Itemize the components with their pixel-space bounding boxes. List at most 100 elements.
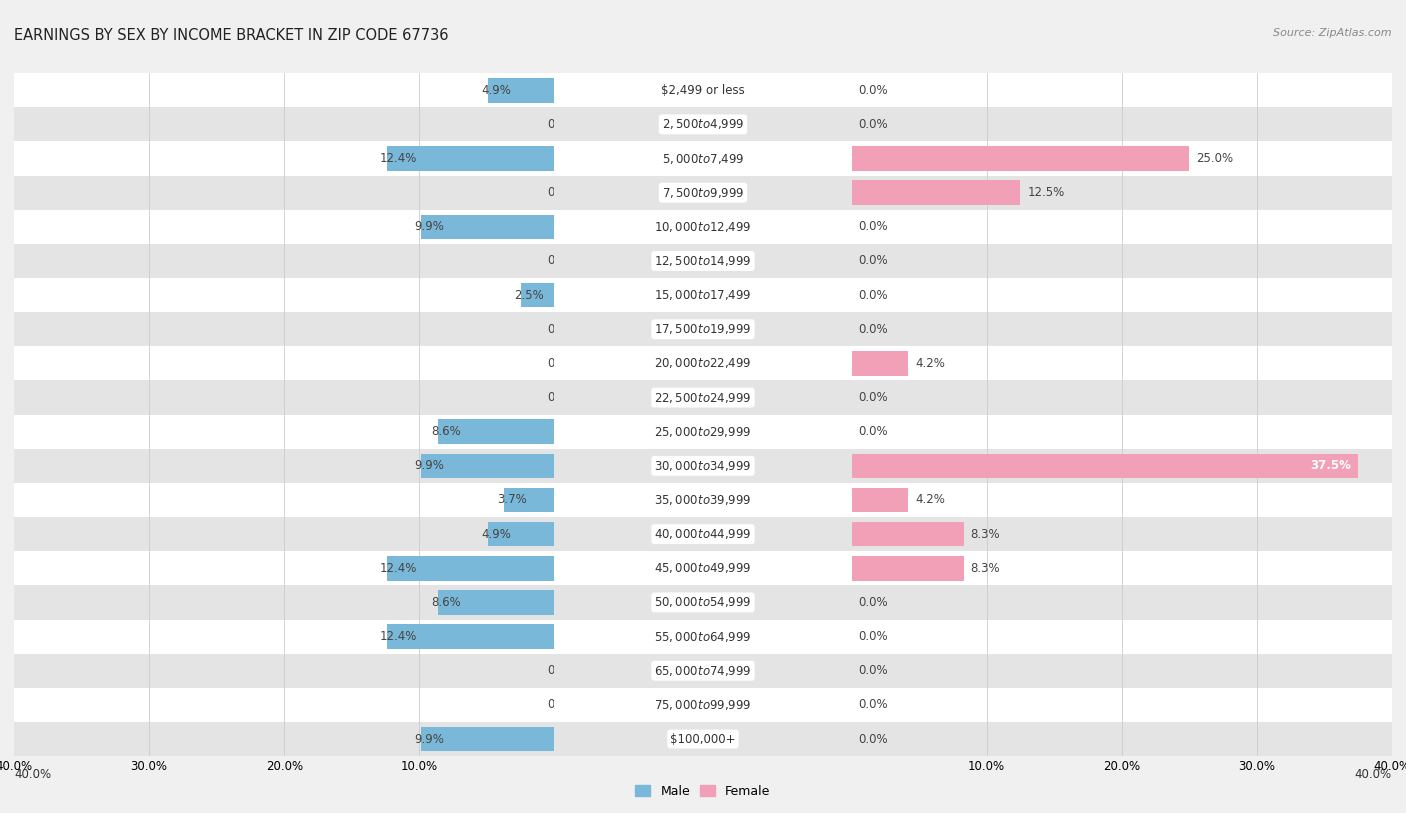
Legend: Male, Female: Male, Female (630, 780, 776, 802)
Bar (852, 180, 1021, 205)
Bar (0, 551, 1406, 585)
Text: 2.5%: 2.5% (513, 289, 544, 302)
Bar (0, 107, 1406, 141)
Text: 4.9%: 4.9% (481, 84, 512, 97)
Bar (0, 449, 1406, 483)
Bar (0, 346, 1406, 380)
Bar (0, 312, 1406, 346)
Text: 4.9%: 4.9% (481, 528, 512, 541)
Text: $25,000 to $29,999: $25,000 to $29,999 (654, 424, 752, 439)
Text: $55,000 to $64,999: $55,000 to $64,999 (654, 629, 752, 644)
Bar (0, 620, 1406, 654)
Bar (852, 454, 1358, 478)
Bar (0, 722, 1406, 756)
Text: $75,000 to $99,999: $75,000 to $99,999 (654, 698, 752, 712)
Text: $65,000 to $74,999: $65,000 to $74,999 (654, 663, 752, 678)
Bar (0, 176, 1406, 210)
Bar (420, 454, 554, 478)
Bar (0, 141, 1406, 176)
Bar (0, 210, 1406, 244)
Text: 8.6%: 8.6% (432, 425, 461, 438)
Bar (0, 415, 1406, 449)
Bar (0, 585, 1406, 620)
Text: 4.2%: 4.2% (915, 357, 945, 370)
Text: 0.0%: 0.0% (858, 664, 889, 677)
Bar (852, 488, 908, 512)
Text: 0.0%: 0.0% (858, 84, 889, 97)
Bar (0, 278, 1406, 312)
Text: 37.5%: 37.5% (1310, 459, 1351, 472)
Text: $50,000 to $54,999: $50,000 to $54,999 (654, 595, 752, 610)
Text: 0.0%: 0.0% (858, 425, 889, 438)
Bar (0, 688, 1406, 722)
Bar (0, 176, 1406, 210)
Bar (0, 141, 1406, 176)
Text: 0.0%: 0.0% (858, 289, 889, 302)
Bar (0, 483, 1406, 517)
Text: $22,500 to $24,999: $22,500 to $24,999 (654, 390, 752, 405)
Bar (0, 551, 1406, 585)
Text: $17,500 to $19,999: $17,500 to $19,999 (654, 322, 752, 337)
Bar (0, 654, 1406, 688)
Text: 0.0%: 0.0% (548, 698, 578, 711)
Bar (0, 380, 1406, 415)
Bar (0, 517, 1406, 551)
Text: 0.0%: 0.0% (858, 220, 889, 233)
Bar (0, 244, 1406, 278)
Bar (852, 522, 963, 546)
Bar (0, 73, 1406, 107)
Bar (0, 346, 1406, 380)
Text: 3.7%: 3.7% (498, 493, 527, 506)
Bar (0, 346, 1406, 380)
Text: $15,000 to $17,499: $15,000 to $17,499 (654, 288, 752, 302)
Bar (420, 727, 554, 751)
Text: 40.0%: 40.0% (14, 768, 51, 781)
Bar (0, 620, 1406, 654)
Bar (0, 654, 1406, 688)
Bar (0, 551, 1406, 585)
Bar (0, 312, 1406, 346)
Text: 9.9%: 9.9% (413, 220, 444, 233)
Bar (420, 215, 554, 239)
Text: 0.0%: 0.0% (548, 323, 578, 336)
Text: 12.4%: 12.4% (380, 630, 418, 643)
Bar (0, 107, 1406, 141)
Text: $12,500 to $14,999: $12,500 to $14,999 (654, 254, 752, 268)
Text: $30,000 to $34,999: $30,000 to $34,999 (654, 459, 752, 473)
Text: $40,000 to $44,999: $40,000 to $44,999 (654, 527, 752, 541)
Text: 0.0%: 0.0% (548, 664, 578, 677)
Text: 0.0%: 0.0% (548, 118, 578, 131)
Bar (0, 517, 1406, 551)
Bar (0, 722, 1406, 756)
Text: $5,000 to $7,499: $5,000 to $7,499 (662, 151, 744, 166)
Bar (439, 420, 554, 444)
Bar (0, 415, 1406, 449)
Bar (0, 210, 1406, 244)
Bar (488, 78, 554, 102)
Bar (0, 244, 1406, 278)
Text: 0.0%: 0.0% (858, 630, 889, 643)
Text: $2,499 or less: $2,499 or less (661, 84, 745, 97)
Bar (0, 415, 1406, 449)
Bar (0, 107, 1406, 141)
Bar (387, 624, 554, 649)
Bar (0, 449, 1406, 483)
Bar (0, 210, 1406, 244)
Bar (852, 351, 908, 376)
Bar (488, 522, 554, 546)
Text: $7,500 to $9,999: $7,500 to $9,999 (662, 185, 744, 200)
Text: 12.4%: 12.4% (380, 562, 418, 575)
Text: 4.2%: 4.2% (915, 493, 945, 506)
Text: 12.4%: 12.4% (380, 152, 418, 165)
Text: 9.9%: 9.9% (413, 733, 444, 746)
Bar (0, 73, 1406, 107)
Bar (0, 380, 1406, 415)
Text: 0.0%: 0.0% (548, 186, 578, 199)
Bar (852, 556, 963, 580)
Text: 0.0%: 0.0% (858, 596, 889, 609)
Bar (0, 654, 1406, 688)
Text: 0.0%: 0.0% (548, 254, 578, 267)
Bar (0, 244, 1406, 278)
Text: 0.0%: 0.0% (858, 698, 889, 711)
Bar (0, 620, 1406, 654)
